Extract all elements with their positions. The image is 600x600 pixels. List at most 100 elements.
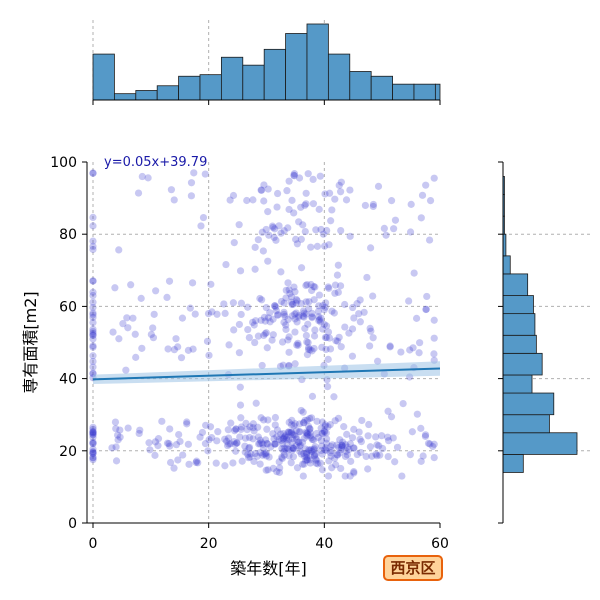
scatter-point (151, 438, 160, 446)
scatter-point (115, 246, 123, 254)
scatter-point (426, 196, 435, 205)
x-hist-bar (413, 83, 436, 101)
scatter-point (346, 440, 354, 448)
scatter-point (409, 344, 417, 352)
scatter-point (341, 441, 350, 449)
scatter-point (277, 229, 285, 237)
scatter-point (224, 426, 232, 434)
y-tick-label: 40 (59, 372, 77, 388)
scatter-point (192, 457, 201, 465)
scatter-point (325, 241, 333, 249)
scatter-point (303, 429, 311, 437)
scatter-point (288, 293, 296, 301)
scatter-point (338, 441, 346, 450)
scatter-point (225, 440, 233, 448)
x-hist-bar (370, 75, 393, 101)
scatter-point (272, 303, 280, 311)
scatter-point (297, 406, 305, 415)
scatter-point (322, 345, 330, 354)
scatter-point (89, 440, 97, 448)
scatter-point (295, 174, 304, 182)
scatter-point (233, 439, 241, 447)
y-hist-bar (502, 313, 536, 336)
scatter-point (293, 435, 301, 443)
scatter-point (277, 430, 285, 438)
scatter-point (119, 320, 127, 328)
scatter-point (331, 454, 339, 462)
scatter-point (322, 299, 330, 307)
scatter-point (430, 316, 438, 324)
scatter-point (422, 305, 430, 314)
scatter-point (417, 457, 425, 465)
scatter-point (146, 446, 154, 454)
scatter-point (430, 350, 438, 358)
scatter-point (364, 432, 372, 440)
scatter-point (362, 452, 370, 461)
region-badge: 西京区 (383, 555, 443, 581)
scatter-point (328, 206, 336, 214)
scatter-point (221, 309, 229, 318)
scatter-point (307, 445, 315, 454)
grid-lines (92, 162, 440, 523)
scatter-point (304, 338, 312, 347)
scatter-point (345, 445, 353, 454)
scatter-point (134, 189, 143, 197)
scatter-point (267, 443, 275, 451)
scatter-point (353, 450, 361, 459)
scatter-point (399, 399, 407, 408)
scatter-point (277, 297, 286, 306)
scatter-point (321, 303, 329, 311)
scatter-point (172, 441, 181, 449)
scatter-point (197, 222, 205, 230)
scatter-point (291, 328, 299, 336)
scatter-point (326, 448, 334, 457)
scatter-point (367, 327, 375, 335)
scatter-point (149, 334, 158, 342)
scatter-point (208, 308, 216, 316)
y-tick-label: 0 (68, 516, 77, 532)
scatter-point (317, 314, 325, 322)
scatter-point (408, 428, 416, 436)
scatter-point (262, 225, 270, 234)
scatter-point (281, 445, 290, 453)
scatter-point (111, 418, 120, 426)
scatter-point (318, 418, 327, 426)
scatter-point (235, 349, 243, 357)
scatter-point (311, 283, 319, 291)
scatter-point (308, 447, 316, 456)
scatter-point (89, 352, 97, 360)
scatter-point (271, 225, 279, 233)
x-hist-bar (156, 85, 179, 101)
scatter-point (304, 422, 313, 430)
scatter-point (277, 436, 285, 445)
scatter-point (270, 435, 278, 443)
scatter-point (308, 313, 316, 321)
scatter-point (89, 169, 97, 177)
scatter-point (249, 318, 257, 326)
scatter-point (302, 200, 310, 208)
scatter-point (250, 427, 258, 435)
regression-equation: y=0.05x+39.79 (104, 155, 207, 170)
scatter-point (322, 429, 330, 437)
scatter-point (341, 300, 349, 309)
scatter-point (391, 458, 399, 466)
scatter-point (262, 329, 270, 337)
scatter-point (325, 457, 333, 465)
scatter-point (245, 433, 254, 442)
scatter-point (287, 429, 296, 437)
scatter-point (346, 186, 354, 194)
scatter-point (186, 304, 194, 312)
scatter-point (237, 310, 245, 319)
scatter-point (137, 294, 145, 302)
scatter-point (226, 196, 234, 204)
scatter-point (425, 236, 434, 244)
scatter-point (303, 432, 311, 440)
scatter-point (357, 438, 365, 446)
scatter-point (307, 434, 315, 442)
scatter-point (298, 460, 307, 468)
scatter-point (241, 442, 249, 450)
scatter-point (368, 452, 376, 460)
scatter-point (418, 191, 427, 199)
scatter-point (273, 189, 282, 198)
scatter-point (369, 202, 377, 211)
